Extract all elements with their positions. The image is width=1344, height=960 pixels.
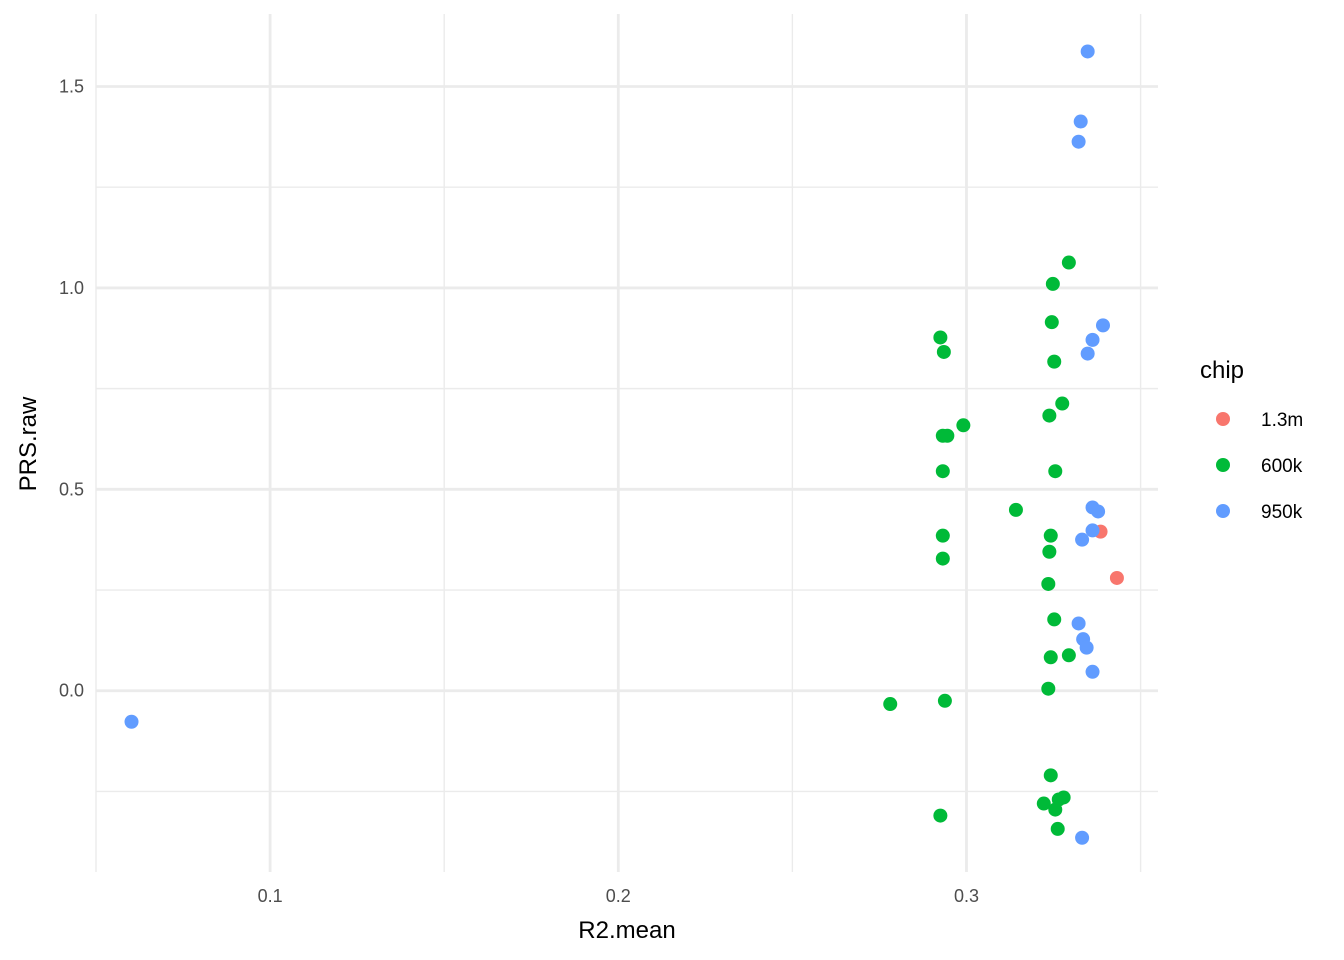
x-axis-ticks: 0.1 0.2 0.3 (258, 886, 979, 906)
data-point-950k (1091, 504, 1106, 519)
major-gridlines (96, 14, 1158, 872)
data-point-600k (935, 551, 950, 566)
data-point-600k (1050, 821, 1065, 836)
x-tick-label: 0.2 (606, 886, 631, 906)
x-tick-label: 0.3 (954, 886, 979, 906)
data-point-950k (1080, 346, 1095, 361)
y-tick-label: 1.5 (59, 77, 84, 97)
x-axis-title: R2.mean (578, 917, 675, 944)
data-point-600k (1043, 528, 1058, 543)
legend-title: chip (1200, 357, 1244, 384)
data-point-600k (956, 418, 971, 433)
y-axis-ticks: 0.0 0.5 1.0 1.5 (59, 77, 84, 701)
legend-key (1216, 458, 1230, 472)
data-points (124, 44, 1124, 845)
data-point-600k (1061, 648, 1076, 663)
data-point-600k (1061, 255, 1076, 270)
legend-key (1216, 504, 1230, 518)
data-point-600k (1041, 576, 1056, 591)
data-point-950k (1085, 332, 1100, 347)
data-point-950k (1085, 664, 1100, 679)
data-point-600k (1008, 502, 1023, 517)
data-point-600k (1045, 276, 1060, 291)
data-point-950k (1085, 523, 1100, 538)
legend-key (1216, 412, 1230, 426)
minor-gridlines (95, 14, 1158, 872)
y-axis-title: PRS.raw (15, 396, 42, 491)
legend-label: 1.3m (1261, 410, 1303, 431)
legend-label: 950k (1261, 502, 1303, 523)
y-tick-label: 1.0 (59, 278, 84, 298)
data-point-600k (883, 697, 898, 712)
data-point-950k (1073, 114, 1088, 129)
data-point-600k (1056, 790, 1071, 805)
data-point-600k (1043, 650, 1058, 665)
data-point-600k (936, 344, 951, 359)
data-point-950k (1095, 318, 1110, 333)
legend: chip 1.3m 600k 950k (1200, 357, 1303, 523)
data-point-950k (1075, 532, 1090, 547)
y-tick-label: 0.0 (59, 681, 84, 701)
data-point-950k (124, 714, 139, 729)
legend-label: 600k (1261, 456, 1303, 477)
data-point-600k (933, 330, 948, 345)
data-point-950k (1071, 616, 1086, 631)
data-point-600k (933, 808, 948, 823)
data-point-600k (935, 528, 950, 543)
legend-items: 1.3m 600k 950k (1216, 410, 1303, 523)
data-point-950k (1079, 640, 1094, 655)
data-point-950k (1080, 44, 1095, 59)
data-point-600k (1043, 768, 1058, 783)
data-point-600k (1048, 464, 1063, 479)
data-point-600k (940, 428, 955, 443)
data-point-600k (1041, 681, 1056, 696)
data-point-600k (1036, 796, 1051, 811)
data-point-950k (1075, 830, 1090, 845)
data-point-600k (935, 464, 950, 479)
x-tick-label: 0.1 (258, 886, 283, 906)
data-point-600k (1042, 408, 1057, 423)
data-point-600k (1047, 612, 1062, 627)
y-tick-label: 0.5 (59, 479, 84, 499)
data-point-600k (1055, 396, 1070, 411)
data-point-1.3m (1109, 570, 1124, 585)
data-point-600k (1042, 544, 1057, 559)
data-point-600k (937, 693, 952, 708)
data-point-600k (1044, 315, 1059, 330)
data-point-950k (1071, 134, 1086, 149)
data-point-600k (1047, 354, 1062, 369)
